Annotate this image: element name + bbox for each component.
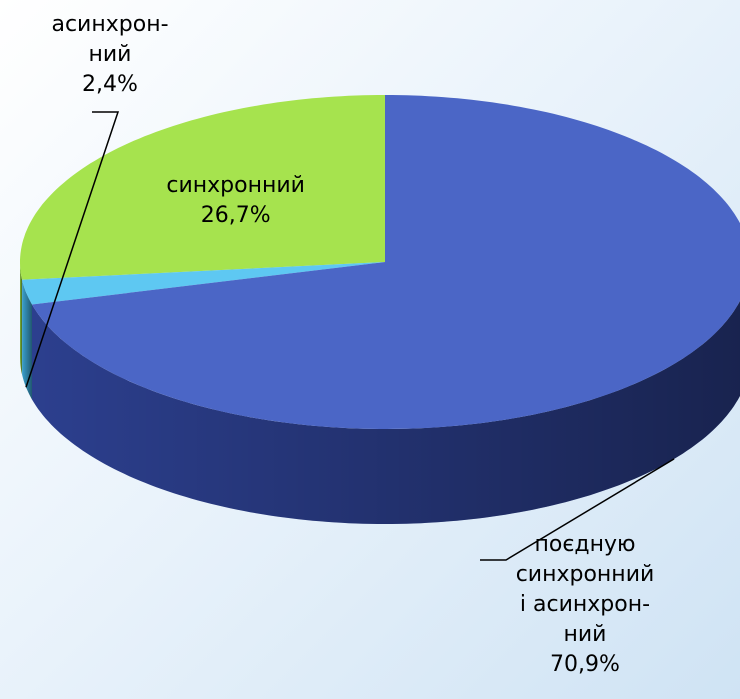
slice [32, 95, 740, 429]
slice-side-shade [20, 262, 23, 375]
leader-line [25, 111, 120, 388]
slice-side-shade [22, 279, 32, 400]
slice-side-shade [32, 300, 740, 524]
slice-label: поєдную синхронний і асинхрон- ний 70,9% [470, 530, 700, 680]
slice-label: синхронний 26,7% [156, 171, 316, 231]
value-label: 2,4% [82, 72, 138, 97]
slice [22, 262, 385, 305]
slice [20, 95, 385, 280]
leader-line [480, 458, 675, 561]
slice-label: асинхрон- ний 2,4% [20, 10, 200, 100]
value-label: 70,9% [550, 652, 620, 677]
category-label: синхронний [166, 172, 305, 198]
category-label: асинхрон- ний [51, 12, 169, 67]
category-label: поєдную синхронний і асинхрон- ний [515, 532, 655, 647]
value-label: 26,7% [200, 202, 271, 228]
